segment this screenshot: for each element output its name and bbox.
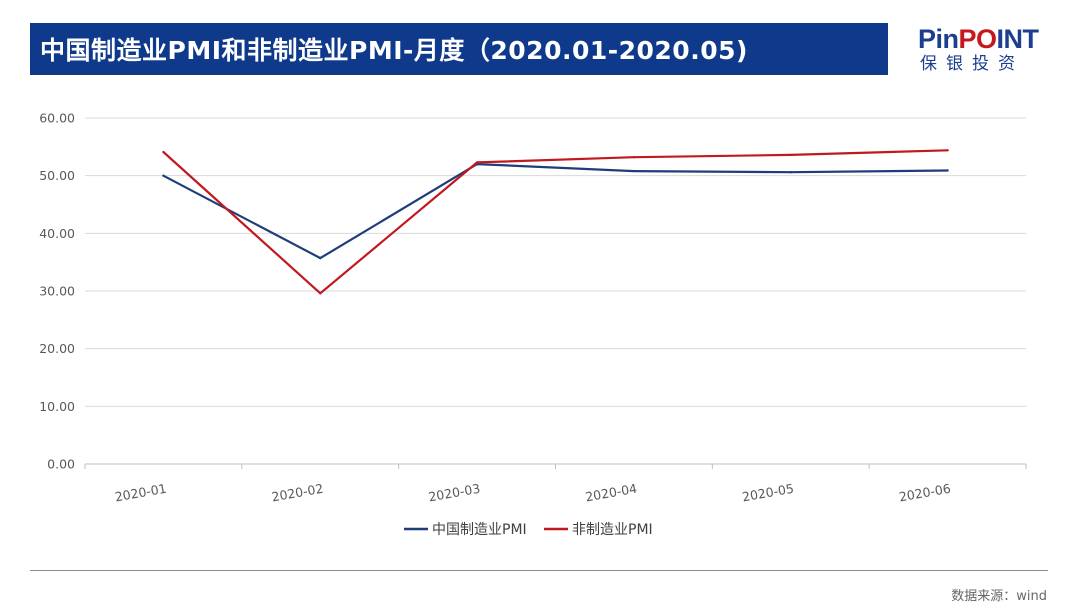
pinpoint-logo: PinPOINT 保银投资 bbox=[910, 24, 1055, 76]
data-point bbox=[632, 169, 636, 173]
x-tick-label: 2020-01 bbox=[114, 481, 168, 505]
y-tick-label: 0.00 bbox=[47, 457, 75, 472]
logo-subtitle: 保银投资 bbox=[920, 54, 1024, 74]
legend-label-2: 非制造业PMI bbox=[572, 522, 653, 538]
data-point bbox=[162, 150, 165, 154]
chart-legend: 中国制造业PMI 非制造业PMI bbox=[404, 522, 653, 538]
logo-prefix: Pin bbox=[918, 24, 959, 54]
logo-wordmark: PinPOINT bbox=[918, 24, 1039, 54]
data-point bbox=[475, 161, 479, 164]
y-tick-label: 50.00 bbox=[39, 168, 75, 183]
y-tick-label: 10.00 bbox=[39, 399, 75, 414]
x-tick-label: 2020-05 bbox=[741, 481, 795, 505]
chart-axes: 0.00 10.00 20.00 30.00 40.00 50.00 60.00 2020-0… bbox=[39, 111, 1027, 505]
x-tick-label: 2020-06 bbox=[898, 481, 952, 505]
y-tick-label: 30.00 bbox=[39, 284, 75, 299]
series-line-2 bbox=[162, 149, 948, 295]
data-point bbox=[162, 174, 165, 177]
y-tick-label: 60.00 bbox=[39, 111, 75, 126]
data-point bbox=[789, 153, 792, 157]
data-point bbox=[319, 292, 322, 295]
logo-suffix: INT bbox=[996, 24, 1040, 54]
y-tick-label: 40.00 bbox=[39, 226, 75, 241]
data-point bbox=[789, 171, 792, 174]
chart-series bbox=[162, 149, 949, 295]
pmi-line-chart: 0.00 10.00 20.00 30.00 40.00 50.00 60.00 2020-0… bbox=[39, 111, 1027, 538]
x-tick-label: 2020-03 bbox=[427, 481, 481, 505]
x-tick-label: 2020-04 bbox=[584, 481, 638, 505]
data-source-note: 数据来源：wind bbox=[951, 589, 1047, 604]
chart-grid bbox=[85, 117, 1026, 407]
legend-label-1: 中国制造业PMI bbox=[432, 522, 527, 538]
data-point bbox=[319, 256, 322, 260]
data-point bbox=[632, 156, 636, 159]
y-tick-label: 20.00 bbox=[39, 341, 75, 356]
data-point bbox=[946, 169, 949, 172]
logo-highlight: PO bbox=[958, 24, 998, 54]
data-point bbox=[946, 149, 949, 152]
page-title: 中国制造业PMI和非制造业PMI-月度（2020.01-2020.05) bbox=[30, 23, 888, 75]
footer-divider bbox=[30, 570, 1048, 571]
series-line-1 bbox=[162, 163, 948, 260]
x-tick-label: 2020-02 bbox=[270, 481, 324, 505]
